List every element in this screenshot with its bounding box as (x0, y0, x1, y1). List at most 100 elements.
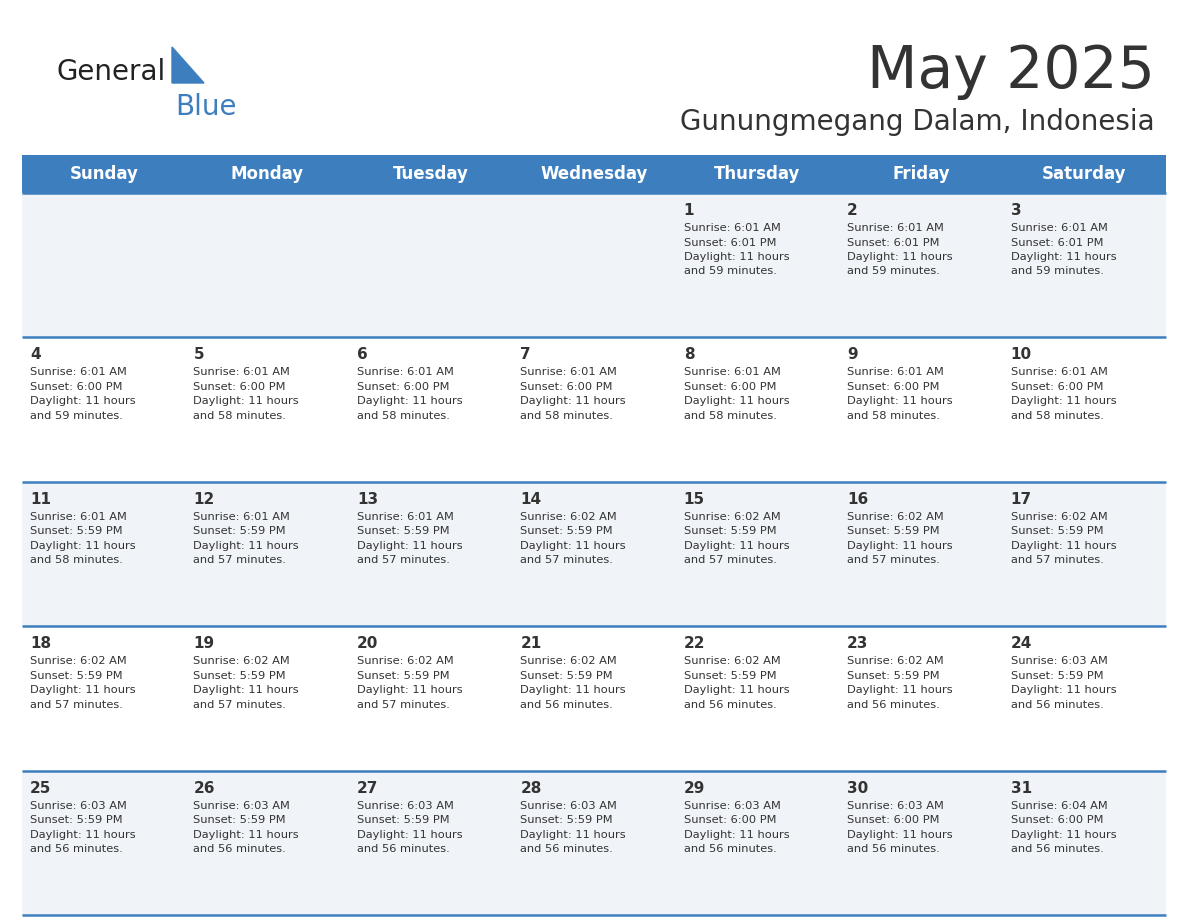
Text: Sunset: 6:00 PM: Sunset: 6:00 PM (1011, 382, 1104, 392)
Text: Daylight: 11 hours: Daylight: 11 hours (847, 252, 953, 262)
Text: 17: 17 (1011, 492, 1031, 507)
Text: Daylight: 11 hours: Daylight: 11 hours (30, 830, 135, 840)
Text: 8: 8 (684, 347, 694, 363)
Text: 26: 26 (194, 780, 215, 796)
Text: Sunset: 6:00 PM: Sunset: 6:00 PM (847, 382, 940, 392)
Text: 2: 2 (847, 203, 858, 218)
Text: 21: 21 (520, 636, 542, 651)
Text: 10: 10 (1011, 347, 1031, 363)
Text: and 56 minutes.: and 56 minutes. (1011, 844, 1104, 854)
Text: Sunset: 5:59 PM: Sunset: 5:59 PM (356, 815, 449, 825)
Text: and 56 minutes.: and 56 minutes. (30, 844, 122, 854)
Text: Daylight: 11 hours: Daylight: 11 hours (30, 397, 135, 407)
Text: Sunrise: 6:03 AM: Sunrise: 6:03 AM (684, 800, 781, 811)
Text: Sunrise: 6:03 AM: Sunrise: 6:03 AM (847, 800, 944, 811)
Text: Monday: Monday (230, 165, 304, 183)
Text: Sunrise: 6:01 AM: Sunrise: 6:01 AM (1011, 367, 1107, 377)
Text: 20: 20 (356, 636, 378, 651)
Text: Sunrise: 6:02 AM: Sunrise: 6:02 AM (520, 656, 617, 666)
Text: Sunset: 5:59 PM: Sunset: 5:59 PM (194, 526, 286, 536)
Text: Sunset: 6:00 PM: Sunset: 6:00 PM (194, 382, 286, 392)
Text: Sunrise: 6:01 AM: Sunrise: 6:01 AM (847, 223, 944, 233)
Text: Gunungmegang Dalam, Indonesia: Gunungmegang Dalam, Indonesia (681, 108, 1155, 136)
Text: Sunrise: 6:01 AM: Sunrise: 6:01 AM (356, 367, 454, 377)
Text: 31: 31 (1011, 780, 1031, 796)
Text: Daylight: 11 hours: Daylight: 11 hours (847, 541, 953, 551)
Text: Daylight: 11 hours: Daylight: 11 hours (194, 685, 299, 695)
Text: 9: 9 (847, 347, 858, 363)
Text: Daylight: 11 hours: Daylight: 11 hours (684, 252, 789, 262)
Text: Sunday: Sunday (69, 165, 138, 183)
Text: Blue: Blue (175, 93, 236, 121)
Text: Sunrise: 6:01 AM: Sunrise: 6:01 AM (194, 367, 290, 377)
Text: and 57 minutes.: and 57 minutes. (684, 555, 777, 565)
Text: 3: 3 (1011, 203, 1022, 218)
Text: 11: 11 (30, 492, 51, 507)
Text: 29: 29 (684, 780, 706, 796)
Text: 19: 19 (194, 636, 215, 651)
Text: Sunset: 6:00 PM: Sunset: 6:00 PM (30, 382, 122, 392)
Text: Sunrise: 6:01 AM: Sunrise: 6:01 AM (30, 367, 127, 377)
Text: Sunset: 5:59 PM: Sunset: 5:59 PM (356, 526, 449, 536)
Text: and 57 minutes.: and 57 minutes. (356, 700, 450, 710)
Text: Sunrise: 6:03 AM: Sunrise: 6:03 AM (194, 800, 290, 811)
Text: Sunset: 5:59 PM: Sunset: 5:59 PM (1011, 526, 1104, 536)
Text: Sunset: 5:59 PM: Sunset: 5:59 PM (684, 526, 776, 536)
Text: Sunrise: 6:02 AM: Sunrise: 6:02 AM (30, 656, 127, 666)
Text: 5: 5 (194, 347, 204, 363)
Bar (23, 338, 1165, 482)
Text: Friday: Friday (892, 165, 949, 183)
Text: and 57 minutes.: and 57 minutes. (1011, 555, 1104, 565)
Text: Sunset: 5:59 PM: Sunset: 5:59 PM (194, 815, 286, 825)
Text: and 56 minutes.: and 56 minutes. (847, 844, 940, 854)
Text: Sunrise: 6:02 AM: Sunrise: 6:02 AM (684, 656, 781, 666)
Text: Sunset: 5:59 PM: Sunset: 5:59 PM (847, 671, 940, 681)
Text: Sunrise: 6:01 AM: Sunrise: 6:01 AM (520, 367, 617, 377)
Text: Daylight: 11 hours: Daylight: 11 hours (1011, 252, 1117, 262)
Bar (23, 770, 1165, 915)
Text: 25: 25 (30, 780, 51, 796)
Text: Sunset: 6:01 PM: Sunset: 6:01 PM (847, 238, 940, 248)
Text: Sunrise: 6:01 AM: Sunrise: 6:01 AM (356, 512, 454, 521)
Text: Daylight: 11 hours: Daylight: 11 hours (847, 397, 953, 407)
Text: Sunrise: 6:02 AM: Sunrise: 6:02 AM (520, 512, 617, 521)
Text: and 58 minutes.: and 58 minutes. (1011, 411, 1104, 420)
Text: and 56 minutes.: and 56 minutes. (684, 844, 777, 854)
Text: 18: 18 (30, 636, 51, 651)
Text: 6: 6 (356, 347, 367, 363)
Bar (676, 155, 839, 193)
Text: 1: 1 (684, 203, 694, 218)
Text: and 59 minutes.: and 59 minutes. (30, 411, 122, 420)
Text: Sunrise: 6:03 AM: Sunrise: 6:03 AM (30, 800, 127, 811)
Text: 23: 23 (847, 636, 868, 651)
Text: Sunset: 5:59 PM: Sunset: 5:59 PM (30, 671, 122, 681)
Text: 27: 27 (356, 780, 378, 796)
Text: and 56 minutes.: and 56 minutes. (520, 700, 613, 710)
Text: Sunrise: 6:02 AM: Sunrise: 6:02 AM (847, 656, 944, 666)
Text: Wednesday: Wednesday (541, 165, 647, 183)
Text: Sunset: 5:59 PM: Sunset: 5:59 PM (30, 526, 122, 536)
Text: Sunrise: 6:01 AM: Sunrise: 6:01 AM (194, 512, 290, 521)
Text: 14: 14 (520, 492, 542, 507)
Text: Daylight: 11 hours: Daylight: 11 hours (684, 541, 789, 551)
Text: Sunset: 6:01 PM: Sunset: 6:01 PM (684, 238, 776, 248)
Text: Daylight: 11 hours: Daylight: 11 hours (684, 830, 789, 840)
Text: and 58 minutes.: and 58 minutes. (356, 411, 450, 420)
Text: Daylight: 11 hours: Daylight: 11 hours (356, 685, 462, 695)
Text: Sunrise: 6:03 AM: Sunrise: 6:03 AM (356, 800, 454, 811)
Bar (185, 155, 349, 193)
Text: Sunrise: 6:04 AM: Sunrise: 6:04 AM (1011, 800, 1107, 811)
Text: 28: 28 (520, 780, 542, 796)
Text: Daylight: 11 hours: Daylight: 11 hours (356, 541, 462, 551)
Text: Sunrise: 6:02 AM: Sunrise: 6:02 AM (847, 512, 944, 521)
Text: Sunrise: 6:03 AM: Sunrise: 6:03 AM (520, 800, 617, 811)
Text: and 58 minutes.: and 58 minutes. (684, 411, 777, 420)
Text: Daylight: 11 hours: Daylight: 11 hours (356, 397, 462, 407)
Text: Sunset: 5:59 PM: Sunset: 5:59 PM (684, 671, 776, 681)
Text: and 57 minutes.: and 57 minutes. (847, 555, 940, 565)
Text: Sunrise: 6:02 AM: Sunrise: 6:02 AM (194, 656, 290, 666)
Bar (23, 155, 185, 193)
Text: and 57 minutes.: and 57 minutes. (356, 555, 450, 565)
Text: 30: 30 (847, 780, 868, 796)
Polygon shape (172, 47, 204, 83)
